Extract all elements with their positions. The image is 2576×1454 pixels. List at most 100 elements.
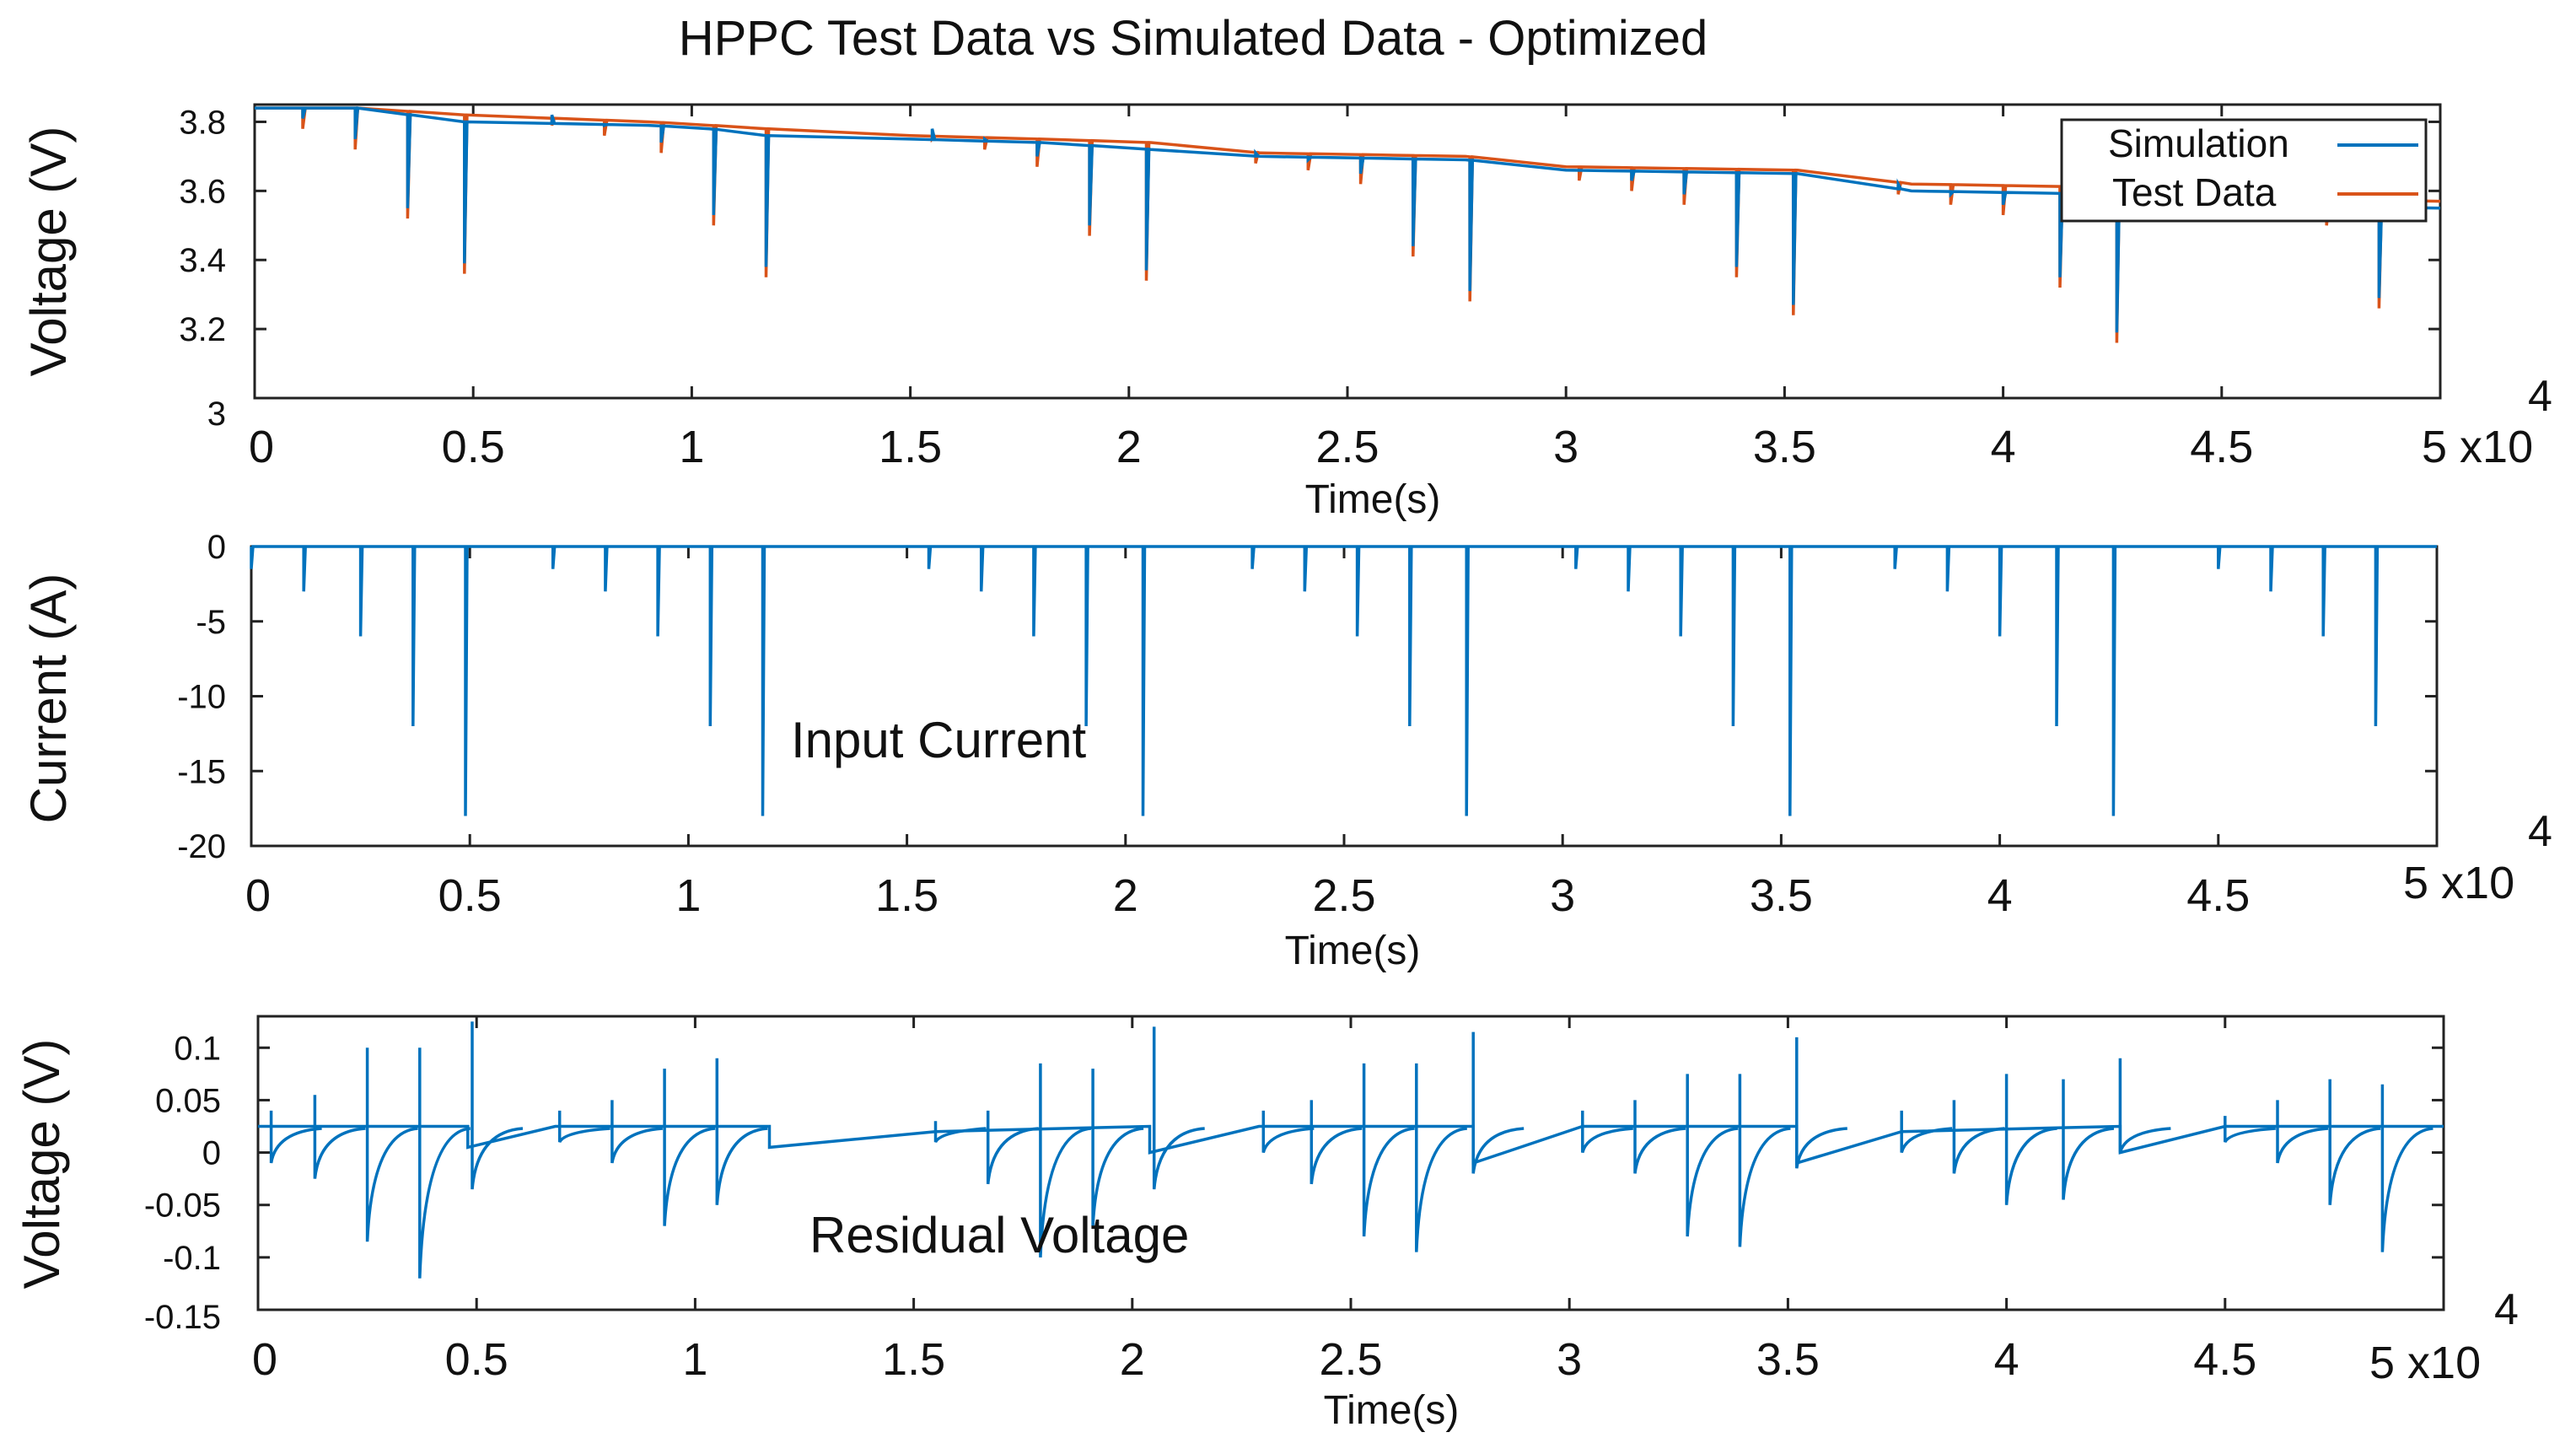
residual-spike <box>2224 1116 2276 1144</box>
residual-y-tick-label: -0.15 <box>144 1299 221 1336</box>
residual-y-tick-label: -0.05 <box>144 1187 221 1225</box>
voltage-x-tick-label: 4 <box>1991 422 2016 472</box>
residual-y-tick-label: 0.05 <box>155 1082 221 1119</box>
residual-x-tick-label: 0.5 <box>445 1334 508 1385</box>
current-axis-ticks: 0 0.5 1 1.5 2 2.5 3 3.5 4 4.5 0 -5 -10 -15 -20 <box>177 529 2437 921</box>
residual-x-exponent: 4 <box>2494 1285 2519 1334</box>
residual-plot-frame <box>256 1015 2445 1311</box>
residual-spike <box>1952 1100 2005 1174</box>
voltage-y-axis-label: Voltage (V) <box>20 127 77 377</box>
residual-spike <box>1310 1100 1363 1185</box>
residual-axis-ticks: 0 0.5 1 1.5 2 2.5 3 3.5 4 4.5 -0.15 -0.1 -0.05 0 0.05 0… <box>144 1016 2444 1385</box>
residual-spike <box>2118 1058 2171 1154</box>
residual-x-tick-label: 3 <box>1557 1334 1582 1385</box>
voltage-y-tick-label: 3 <box>207 396 226 433</box>
voltage-series-group <box>255 106 2441 343</box>
chart-title: HPPC Test Data vs Simulated Data - Optim… <box>679 11 1708 66</box>
residual-spike <box>663 1069 716 1226</box>
residual-x-tick-label: 4 <box>1994 1334 2019 1385</box>
voltage-x-exponent: 4 <box>2528 372 2552 421</box>
legend-label-test-data: Test Data <box>2112 170 2277 214</box>
residual-x-scale-label: 5 x10 <box>2369 1338 2481 1388</box>
current-y-tick-label: -15 <box>177 753 226 790</box>
voltage-x-tick-label: 1.5 <box>879 422 942 472</box>
residual-spike <box>365 1047 418 1242</box>
residual-spike <box>1152 1026 1205 1190</box>
current-panel: 0 0.5 1 1.5 2 2.5 3 3.5 4 4.5 0 -5 -10 -15 -20 Current… <box>20 529 2552 973</box>
voltage-x-tick-label: 2.5 <box>1315 422 1379 472</box>
voltage-x-tick-label: 1 <box>679 422 704 472</box>
current-x-tick-label: 3 <box>1550 870 1575 921</box>
voltage-x-axis-label: Time(s) <box>1305 477 1441 522</box>
current-y-axis-label: Current (A) <box>20 574 77 824</box>
current-x-tick-label: 1.5 <box>875 870 938 921</box>
residual-spike <box>2380 1084 2433 1252</box>
voltage-x-tick-label: 4.5 <box>2190 422 2253 472</box>
residual-spike <box>1686 1074 1739 1237</box>
voltage-y-tick-label: 3.2 <box>179 311 226 348</box>
residual-spike <box>1091 1069 1144 1226</box>
voltage-panel: 0 0.5 1 1.5 2 2.5 3 3.5 4 4.5 3 3.2 3.4 3.6 3.8 Voltag… <box>20 103 2552 522</box>
current-x-axis-label: Time(s) <box>1285 929 1421 973</box>
current-y-tick-label: -10 <box>177 679 226 716</box>
residual-y-tick-label: 0.1 <box>174 1030 221 1067</box>
residual-spike <box>1900 1110 1953 1154</box>
residual-spike <box>2004 1074 2057 1205</box>
residual-y-tick-label: -0.1 <box>163 1240 221 1277</box>
legend-label-simulation: Simulation <box>2108 121 2289 165</box>
voltage-x-scale-label: 5 x10 <box>2422 422 2533 472</box>
current-y-tick-label: 0 <box>207 529 226 566</box>
current-x-exponent: 4 <box>2528 807 2552 856</box>
residual-spike <box>986 1110 1039 1185</box>
residual-spike <box>1415 1063 1467 1252</box>
residual-spike <box>610 1100 664 1164</box>
residual-series-group <box>258 1021 2444 1279</box>
current-x-tick-label: 0.5 <box>438 870 502 921</box>
residual-x-tick-label: 1.5 <box>882 1334 945 1385</box>
residual-x-tick-label: 1 <box>682 1334 707 1385</box>
residual-y-axis-label: Voltage (V) <box>13 1039 70 1290</box>
residual-spike <box>471 1021 524 1190</box>
current-plot-frame <box>250 545 2439 848</box>
voltage-axis-ticks: 0 0.5 1 1.5 2 2.5 3 3.5 4 4.5 3 3.2 3.4 3.6 3.8 <box>179 104 2440 472</box>
current-x-tick-label: 3.5 <box>1750 870 1813 921</box>
current-x-tick-label: 0 <box>245 870 271 921</box>
voltage-x-tick-label: 0.5 <box>442 422 505 472</box>
residual-spike <box>2328 1079 2381 1205</box>
voltage-y-tick-label: 3.8 <box>179 104 226 141</box>
residual-spike <box>418 1047 471 1279</box>
residual-spike <box>1471 1031 1525 1174</box>
voltage-x-tick-label: 2 <box>1116 422 1142 472</box>
residual-spike <box>1795 1037 1847 1169</box>
current-x-tick-label: 4 <box>1987 870 2013 921</box>
residual-x-tick-label: 4.5 <box>2193 1334 2256 1385</box>
residual-x-tick-label: 0 <box>252 1334 277 1385</box>
voltage-x-tick-label: 3.5 <box>1753 422 1816 472</box>
residual-spike <box>2276 1100 2329 1164</box>
voltage-series-simulation <box>255 106 2441 333</box>
residual-voltage-annotation: Residual Voltage <box>809 1207 1189 1263</box>
legend-box <box>2060 118 2428 223</box>
current-x-tick-label: 1 <box>675 870 701 921</box>
voltage-x-tick-label: 0 <box>249 422 274 472</box>
residual-y-tick-label: 0 <box>202 1135 221 1172</box>
residual-spike <box>1362 1063 1415 1237</box>
residual-spike <box>1039 1063 1092 1257</box>
current-x-scale-label: 5 x10 <box>2403 858 2514 908</box>
input-current-annotation: Input Current <box>791 712 1087 768</box>
residual-spike <box>1581 1110 1633 1154</box>
residual-x-axis-label: Time(s) <box>1324 1388 1460 1433</box>
residual-spike <box>933 1121 987 1144</box>
residual-panel: 0 0.5 1 1.5 2 2.5 3 3.5 4 4.5 -0.15 -0.1 -0.05 0 0.05 0… <box>13 1015 2519 1433</box>
current-series-line <box>250 545 2437 816</box>
current-x-tick-label: 2.5 <box>1312 870 1375 921</box>
voltage-y-tick-label: 3.4 <box>179 242 226 279</box>
residual-spike <box>1261 1110 1315 1154</box>
current-x-tick-label: 4.5 <box>2186 870 2250 921</box>
residual-spike <box>557 1110 610 1144</box>
current-x-tick-label: 2 <box>1113 870 1138 921</box>
residual-spike <box>1738 1074 1791 1247</box>
voltage-y-tick-label: 3.6 <box>179 173 226 210</box>
current-y-tick-label: -20 <box>177 828 226 865</box>
